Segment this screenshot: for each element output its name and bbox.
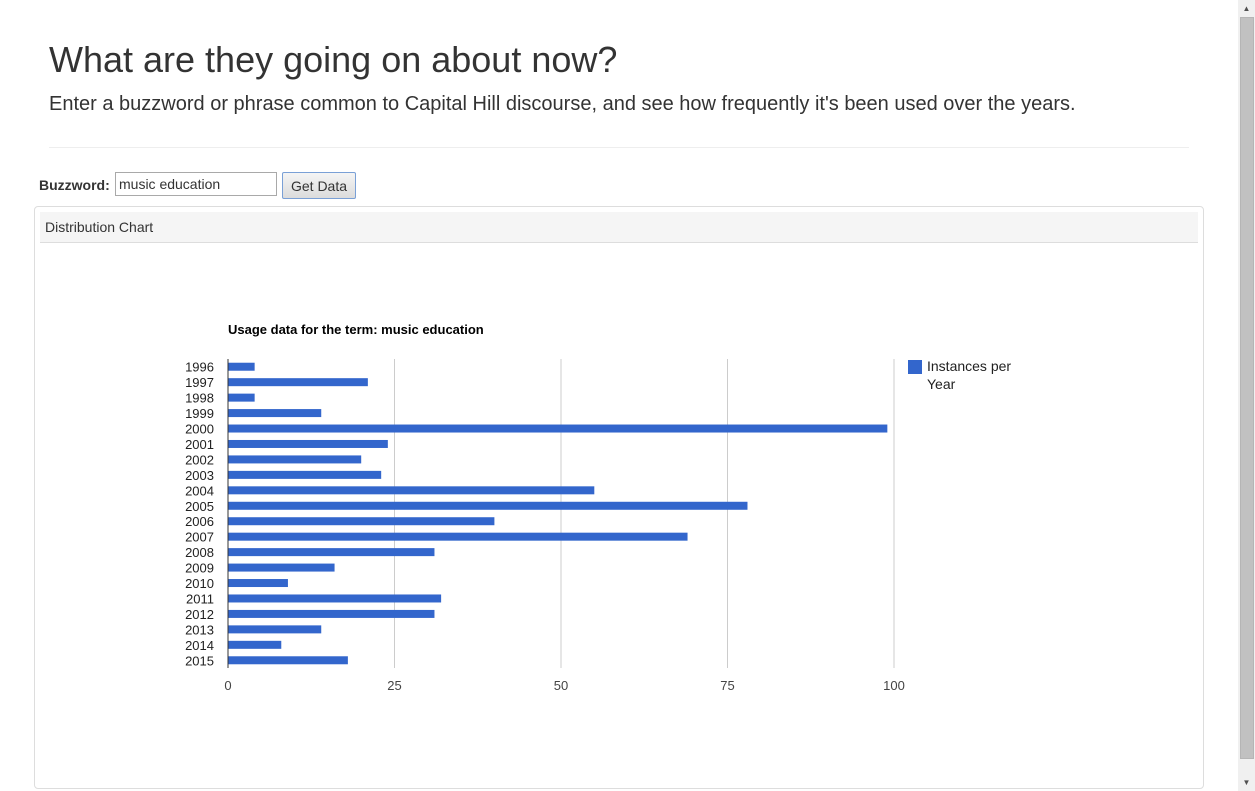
y-tick-label: 2013: [185, 622, 214, 637]
bar-2002[interactable]: [228, 455, 362, 464]
y-tick-label: 2009: [185, 561, 214, 576]
y-tick-label: 2010: [185, 576, 214, 591]
page-title: What are they going on about now?: [49, 39, 618, 80]
y-tick-label: 2008: [185, 545, 214, 560]
y-tick-label: 2006: [185, 514, 214, 529]
bar-2011[interactable]: [228, 594, 442, 603]
panel-heading: Distribution Chart: [40, 212, 1198, 243]
y-tick-label: 2003: [185, 468, 214, 483]
x-tick-label: 50: [554, 678, 568, 693]
bar-2010[interactable]: [228, 579, 288, 588]
y-tick-label: 1998: [185, 391, 214, 406]
usage-bar-chart: 1996199719981999200020012002200320042005…: [185, 322, 1011, 693]
bar-1998[interactable]: [228, 393, 255, 402]
bar-1999[interactable]: [228, 409, 322, 418]
bar-2005[interactable]: [228, 501, 748, 510]
buzzword-input[interactable]: [115, 172, 277, 196]
scroll-up-icon[interactable]: ▲: [1242, 4, 1251, 13]
bar-2014[interactable]: [228, 640, 282, 649]
y-tick-label: 2011: [186, 591, 214, 606]
legend-label: Instances per: [927, 358, 1011, 374]
y-tick-label: 2014: [185, 638, 214, 653]
y-tick-label: 1996: [185, 360, 214, 375]
y-tick-label: 2005: [185, 499, 214, 514]
y-tick-label: 2004: [185, 483, 214, 498]
y-tick-label: 2015: [185, 653, 214, 668]
y-tick-label: 1999: [185, 406, 214, 421]
bar-2000[interactable]: [228, 424, 888, 433]
bar-1997[interactable]: [228, 378, 368, 387]
bar-2003[interactable]: [228, 470, 382, 479]
bar-2007[interactable]: [228, 532, 688, 541]
bar-2009[interactable]: [228, 563, 335, 572]
bar-1996[interactable]: [228, 362, 255, 371]
bar-2006[interactable]: [228, 517, 495, 526]
legend-label: Year: [927, 376, 956, 392]
y-tick-label: 2002: [185, 452, 214, 467]
scroll-down-icon[interactable]: ▼: [1242, 778, 1251, 787]
y-tick-label: 2000: [185, 422, 214, 437]
y-tick-label: 1997: [185, 375, 214, 390]
buzzword-label: Buzzword:: [39, 177, 110, 193]
bar-2013[interactable]: [228, 625, 322, 634]
page-subtitle: Enter a buzzword or phrase common to Cap…: [49, 93, 1076, 115]
x-tick-label: 100: [883, 678, 905, 693]
chart-legend: Instances per Year: [908, 358, 1011, 392]
chart-title: Usage data for the term: music education: [228, 322, 484, 337]
divider: [49, 147, 1189, 148]
bar-2012[interactable]: [228, 609, 435, 618]
bar-2008[interactable]: [228, 548, 435, 557]
bar-2001[interactable]: [228, 439, 388, 448]
x-tick-label: 0: [224, 678, 231, 693]
bar-2004[interactable]: [228, 486, 595, 495]
bar-2015[interactable]: [228, 656, 348, 665]
x-tick-label: 25: [387, 678, 401, 693]
legend-swatch: [908, 360, 922, 374]
y-tick-label: 2007: [185, 530, 214, 545]
scrollbar-thumb[interactable]: [1240, 17, 1254, 759]
y-tick-label: 2001: [185, 437, 214, 452]
vertical-scrollbar[interactable]: ▲ ▼: [1238, 0, 1255, 791]
x-tick-label: 75: [720, 678, 734, 693]
get-data-button[interactable]: Get Data: [282, 172, 356, 199]
distribution-chart-panel: Distribution Chart 1996 1997 1998 1999 2000 2…: [34, 206, 1204, 789]
y-tick-label: 2012: [185, 607, 214, 622]
